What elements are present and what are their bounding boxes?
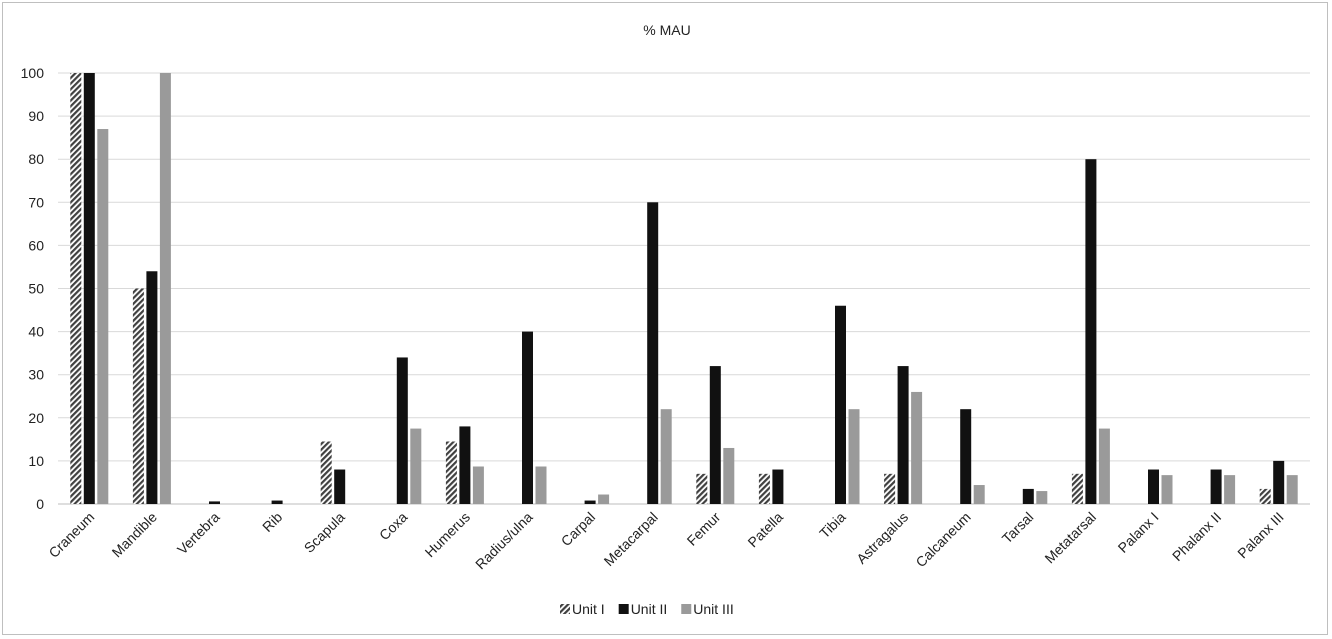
- bar-unit-ii: [271, 500, 283, 504]
- bar-unit-ii: [835, 305, 846, 504]
- x-tick-label: Palanx III: [1234, 509, 1287, 562]
- bar-unit-ii: [647, 202, 659, 505]
- bar-unit-ii: [396, 357, 408, 504]
- bar-unit-iii: [410, 428, 422, 504]
- bar-unit-iii: [1098, 428, 1110, 504]
- bar-unit-iii: [1224, 475, 1236, 504]
- y-tick-label: 90: [28, 108, 44, 124]
- x-tick-label: Coxa: [376, 509, 411, 544]
- bar-unit-iii: [1161, 475, 1173, 504]
- x-tick-label: Rib: [259, 509, 285, 535]
- y-axis: 0 10 20 30 40 50 60 70 80 90 100: [21, 65, 45, 512]
- bar-unit-i: [884, 473, 896, 504]
- bar-unit-iii: [97, 129, 109, 504]
- y-tick-label: 100: [21, 65, 45, 81]
- x-tick-label: Craneum: [45, 509, 97, 561]
- bar-unit-i: [320, 441, 332, 504]
- x-tick-label: Palanx I: [1115, 509, 1162, 556]
- bar-unit-ii: [1148, 469, 1159, 504]
- bar-unit-iii: [598, 494, 610, 504]
- y-tick-label: 80: [28, 151, 44, 167]
- bar-unit-ii: [522, 331, 533, 504]
- bar-unit-ii: [1273, 460, 1285, 504]
- bar-unit-i: [758, 473, 770, 504]
- legend-label: Unit I: [572, 601, 605, 617]
- bar-unit-i: [132, 288, 144, 504]
- y-tick-label: 60: [28, 237, 44, 253]
- bar-unit-ii: [83, 73, 95, 504]
- bar-unit-iii: [1286, 475, 1298, 504]
- bar-unit-ii: [1210, 469, 1222, 504]
- bar-unit-iii: [1036, 491, 1048, 504]
- bar-unit-i: [1259, 488, 1271, 504]
- y-tick-label: 70: [28, 194, 44, 210]
- legend-label: Unit III: [693, 601, 733, 617]
- y-tick-label: 0: [36, 496, 44, 512]
- bar-unit-iii: [472, 466, 484, 504]
- bar-unit-i: [445, 441, 457, 504]
- bar-unit-ii: [584, 500, 596, 504]
- bars: [70, 73, 1298, 505]
- bar-unit-iii: [911, 391, 923, 504]
- x-tick-label: Tibia: [816, 509, 849, 542]
- bar-unit-ii: [772, 469, 784, 504]
- x-tick-label: Mandible: [109, 509, 161, 561]
- bar-unit-ii: [146, 271, 158, 504]
- legend-swatch: [681, 604, 692, 614]
- x-tick-label: Metacarpal: [601, 509, 661, 569]
- y-tick-label: 30: [28, 367, 44, 383]
- bar-unit-ii: [209, 501, 220, 504]
- x-tick-label: Carpal: [558, 509, 598, 549]
- bar-unit-i: [696, 473, 708, 504]
- bar-unit-iii: [973, 485, 985, 504]
- gridlines: [58, 72, 1310, 505]
- bar-unit-iii: [660, 409, 672, 504]
- y-tick-label: 10: [28, 453, 44, 469]
- legend: Unit I Unit II Unit III: [560, 601, 734, 617]
- bar-unit-iii: [848, 409, 860, 504]
- bar-unit-ii: [334, 469, 346, 504]
- legend-label: Unit II: [631, 601, 668, 617]
- bar-unit-ii: [1022, 488, 1034, 504]
- x-tick-label: Vertebra: [174, 509, 223, 558]
- bar-unit-ii: [1085, 159, 1097, 504]
- x-tick-label: Humerus: [422, 509, 473, 560]
- legend-swatch: [618, 604, 629, 614]
- x-axis: Craneum Mandible Vertebra Rib Scapula Coxa Hum…: [45, 509, 1286, 573]
- x-tick-label: Metatarsal: [1041, 509, 1099, 567]
- x-tick-label: Phalanx II: [1169, 509, 1224, 564]
- bar-unit-ii: [897, 366, 909, 504]
- y-tick-label: 40: [28, 324, 44, 340]
- bar-unit-iii: [159, 73, 171, 504]
- x-tick-label: Femur: [684, 509, 724, 549]
- x-tick-label: Astragalus: [853, 509, 911, 567]
- y-tick-label: 50: [28, 281, 44, 297]
- bar-unit-i: [1071, 473, 1083, 504]
- bar-unit-iii: [723, 447, 735, 504]
- x-tick-label: Patella: [744, 509, 786, 551]
- x-tick-label: Radius/ulna: [472, 509, 536, 573]
- bar-unit-i: [70, 73, 82, 504]
- chart-title: % MAU: [643, 22, 690, 38]
- legend-swatch: [560, 604, 570, 614]
- bar-unit-iii: [535, 466, 547, 504]
- y-tick-label: 20: [28, 410, 44, 426]
- bar-unit-ii: [960, 409, 972, 504]
- bar-unit-ii: [459, 426, 471, 504]
- x-tick-label: Calcaneum: [912, 509, 973, 570]
- x-tick-label: Tarsal: [999, 509, 1037, 547]
- bar-unit-ii: [709, 366, 721, 504]
- x-tick-label: Scapula: [301, 509, 348, 556]
